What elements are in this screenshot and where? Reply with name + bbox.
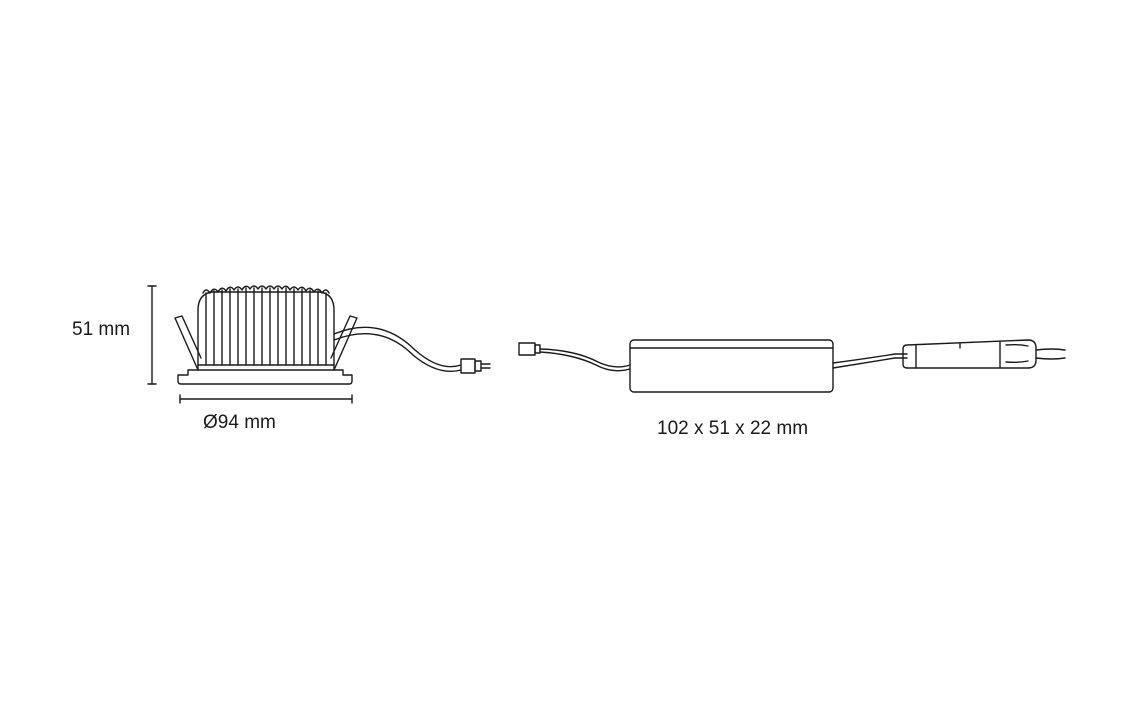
lamp-cable bbox=[334, 327, 461, 371]
diameter-dimension-line bbox=[180, 395, 352, 403]
driver-output-cable bbox=[833, 354, 907, 368]
technical-diagram: 51 mm Ø94 mm 102 x 51 x 22 mm bbox=[0, 0, 1141, 720]
driver-input-cable bbox=[540, 349, 630, 371]
height-dimension-line bbox=[148, 286, 156, 384]
connector-female bbox=[519, 343, 540, 355]
connector-male bbox=[461, 359, 490, 373]
terminal-block bbox=[903, 340, 1065, 368]
downlight-drawing bbox=[175, 286, 357, 384]
driver-box bbox=[630, 340, 833, 392]
line-drawing bbox=[0, 0, 1141, 720]
